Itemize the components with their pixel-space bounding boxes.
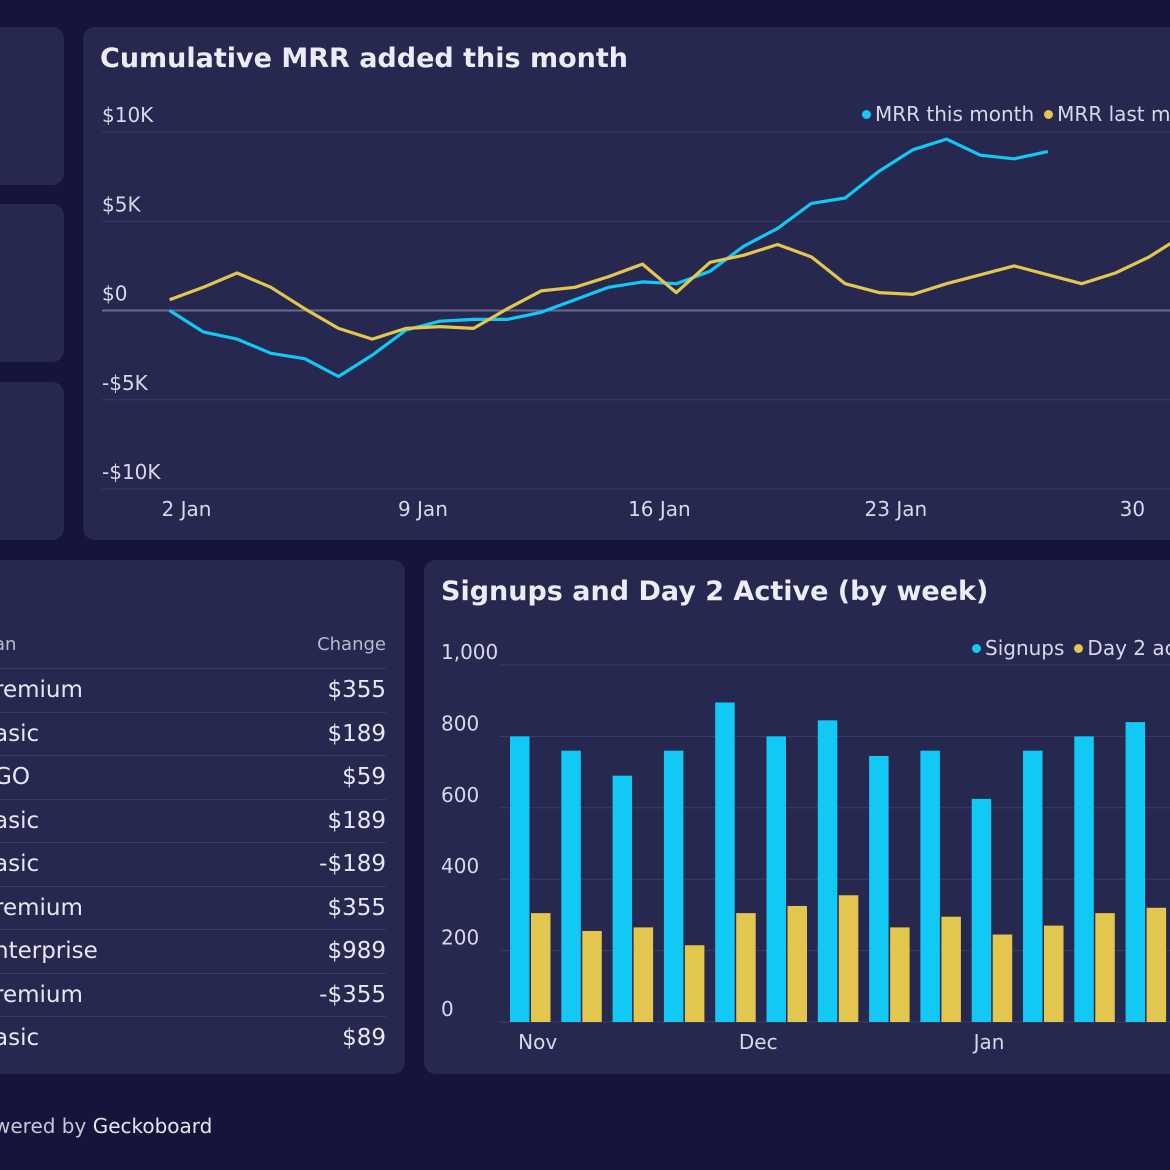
legend-item-mrr-this-month: MRR this month <box>862 102 1034 126</box>
change-cell: $355 <box>327 677 386 703</box>
x-tick-label: 2 Jan <box>161 497 211 521</box>
table-row: asic $189 <box>0 711 386 756</box>
mrr-chart-title: Cumulative MRR added this month <box>100 43 628 74</box>
bar-day-2-ac <box>1095 913 1115 1022</box>
change-cell: $89 <box>342 1025 386 1051</box>
bar-day-2-ac <box>633 927 654 1022</box>
bar-signups <box>869 756 889 1022</box>
bar-signups <box>510 736 530 1022</box>
footer-prefix: wered by <box>0 1114 87 1138</box>
bar-signups <box>766 736 786 1022</box>
legend-dot-yellow <box>1074 643 1084 653</box>
plan-cell: asic <box>0 851 40 877</box>
y-tick-label: $0 <box>102 282 127 306</box>
bar-day-2-ac <box>941 916 961 1022</box>
series-line-mrr-this-month <box>168 137 1049 379</box>
bar-signups <box>1074 736 1094 1022</box>
bar-signups <box>920 750 940 1022</box>
plan-cell: GO <box>0 764 30 790</box>
table-row: asic $189 <box>0 798 386 843</box>
signups-chart-legend: Signups Day 2 ac <box>972 636 1170 660</box>
change-cell: $989 <box>327 938 386 964</box>
table-header-change: Change <box>317 634 386 655</box>
mrr-chart-panel: Cumulative MRR added this month MRR this… <box>83 27 1170 540</box>
bar-day-2-ac <box>531 913 551 1022</box>
footer-brand[interactable]: Geckoboard <box>92 1114 213 1138</box>
bar-signups <box>817 720 838 1022</box>
table-row: remium -$355 <box>0 972 386 1017</box>
bar-signups <box>971 798 992 1022</box>
change-cell: $59 <box>342 764 386 790</box>
mrr-changes-table: an Change remium $355 asic $189 GO $59 asic $18… <box>0 560 386 1074</box>
table-row: asic $89 <box>0 1016 386 1060</box>
y-tick-label: 600 <box>441 783 479 807</box>
legend-item-signups: Signups <box>972 636 1064 660</box>
plan-cell: remium <box>0 894 83 921</box>
x-tick-label: 9 Jan <box>398 497 448 521</box>
x-tick-label: Jan <box>972 1030 1005 1054</box>
table-header-plan: an <box>0 634 17 655</box>
change-cell: -$355 <box>319 981 386 1008</box>
plan-cell: asic <box>0 720 40 747</box>
plan-cell: asic <box>0 807 40 834</box>
plan-cell: remium <box>0 677 83 703</box>
bar-day-2-ac <box>890 927 910 1022</box>
bar-day-2-ac <box>736 913 756 1022</box>
x-tick-label: 16 Jan <box>628 497 691 521</box>
kpi-panel-3 <box>0 382 64 540</box>
bar-signups <box>561 750 581 1022</box>
legend-item-mrr-last-month: MRR last m <box>1044 102 1170 126</box>
kpi-panel-1 <box>0 27 64 185</box>
change-cell: $189 <box>327 807 386 834</box>
bar-day-2-ac <box>1146 907 1167 1022</box>
signups-bar-chart: 1,000 800 600 400 200 0 Nov Dec Jan <box>441 640 1170 1054</box>
bar-day-2-ac <box>992 934 1013 1022</box>
y-tick-label: 800 <box>441 711 479 735</box>
y-tick-label: 1,000 <box>441 640 498 664</box>
table-row: remium $355 <box>0 668 386 712</box>
table-row: remium $355 <box>0 885 386 930</box>
x-tick-label: 23 Jan <box>865 497 928 521</box>
change-cell: $355 <box>327 894 386 921</box>
x-tick-label: Dec <box>739 1030 778 1054</box>
plan-cell: nterprise <box>0 938 98 964</box>
bar-signups <box>1125 722 1146 1022</box>
plan-cell: asic <box>0 1025 40 1051</box>
y-tick-label: -$5K <box>102 371 149 395</box>
kpi-panel-2 <box>0 204 64 362</box>
y-tick-label: $5K <box>102 192 141 216</box>
y-tick-label: 0 <box>441 997 454 1021</box>
y-tick-label: 200 <box>441 926 479 950</box>
legend-dot-cyan <box>972 643 981 653</box>
y-tick-label: 400 <box>441 854 479 878</box>
bar-day-2-ac <box>838 895 859 1022</box>
change-cell: -$189 <box>319 851 386 877</box>
bar-signups <box>612 775 633 1022</box>
y-tick-label: -$10K <box>102 460 161 484</box>
bar-day-2-ac <box>1044 925 1064 1022</box>
x-tick-label: Nov <box>518 1030 557 1054</box>
table-row: asic -$189 <box>0 842 386 886</box>
legend-item-day2-active: Day 2 ac <box>1074 636 1170 660</box>
plan-cell: remium <box>0 981 83 1008</box>
bar-signups <box>715 702 735 1022</box>
legend-dot-cyan <box>862 109 871 119</box>
series-line-mrr-last-m <box>169 241 1170 341</box>
bar-signups <box>663 750 684 1022</box>
signups-chart-title: Signups and Day 2 Active (by week) <box>441 576 989 607</box>
table-row: GO $59 <box>0 755 386 799</box>
bar-day-2-ac <box>582 930 602 1022</box>
bar-day-2-ac <box>787 905 807 1022</box>
footer-powered-by: wered by Geckoboard <box>0 1114 212 1138</box>
change-cell: $189 <box>327 720 386 747</box>
mrr-changes-table-panel: an Change remium $355 asic $189 GO $59 asic $18… <box>0 560 405 1074</box>
bar-signups <box>1023 750 1043 1022</box>
x-tick-label: 30 <box>1120 497 1145 521</box>
bar-day-2-ac <box>684 945 705 1022</box>
mrr-chart-legend: MRR this month MRR last m <box>862 102 1170 126</box>
y-tick-label: $10K <box>102 103 154 127</box>
table-row: nterprise $989 <box>0 929 386 973</box>
legend-dot-yellow <box>1044 109 1054 119</box>
